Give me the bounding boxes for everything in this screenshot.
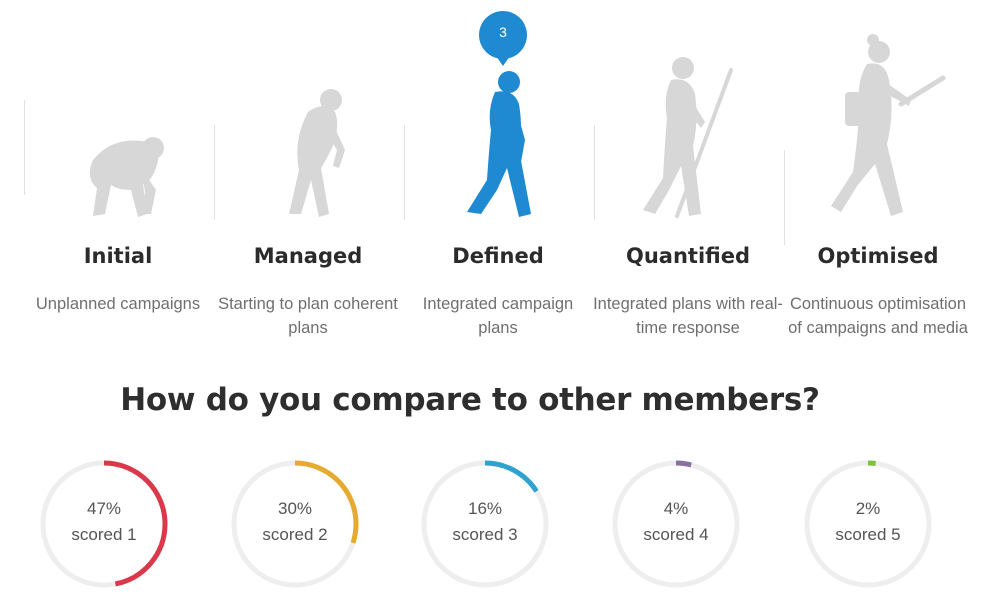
stage-optimised: Optimised Continuous optimisation of cam… [783,0,973,380]
stage-defined: Defined Integrated campaign plans [403,0,593,380]
crouching-ape-icon [89,137,164,217]
stage-title: Managed [253,244,363,268]
stage-description: Integrated campaign plans [422,295,574,337]
current-stage-marker [479,11,527,66]
score-percent: 2% [855,499,881,518]
stage-title: Optimised [817,244,939,268]
score-percent: 4% [663,499,689,518]
divider [24,100,25,195]
score-label: scored 4 [643,525,709,544]
human-with-staff-icon [643,57,733,218]
stage-description: Integrated plans with real-time response [593,295,783,337]
stage-initial: Initial Unplanned campaigns [23,0,213,380]
divider [784,150,785,245]
stage-description: Continuous optimisation of campaigns and… [788,295,968,337]
score-donut-4: 4% scored 4 [610,458,742,590]
donut-arc [804,460,932,588]
score-label: scored 1 [71,525,137,544]
current-stage-number: 3 [499,24,507,40]
stage-title: Defined [452,244,544,268]
score-label: scored 5 [835,525,901,544]
score-percent: 47% [86,499,122,518]
score-percent: 16% [467,499,503,518]
stage-title: Quantified [625,244,750,268]
donut-arc [612,460,740,588]
score-donut-3: 16% scored 3 [419,458,551,590]
comparison-heading: How do you compare to other members? [120,382,820,418]
score-label: scored 3 [452,525,518,544]
stage-managed: Managed Starting to plan coherent plans [213,0,403,380]
score-label: scored 2 [262,525,328,544]
divider [214,125,215,220]
divider [594,125,595,220]
donut-arc [40,460,168,588]
hunched-ape-icon [289,89,345,217]
donut-arc [421,460,549,588]
stage-title: Initial [83,244,153,268]
stage-quantified: Quantified Integrated plans with real-ti… [593,0,783,380]
divider [404,125,405,220]
score-donut-2: 30% scored 2 [229,458,361,590]
stage-description: Starting to plan coherent plans [218,295,398,337]
human-with-tablet-icon [831,34,946,217]
score-percent: 30% [277,499,313,518]
donut-arc [231,460,359,588]
score-donut-5: 2% scored 5 [802,458,934,590]
upright-human-icon [467,71,531,217]
score-donut-1: 47% scored 1 [38,458,170,590]
stage-description: Unplanned campaigns [35,295,201,313]
